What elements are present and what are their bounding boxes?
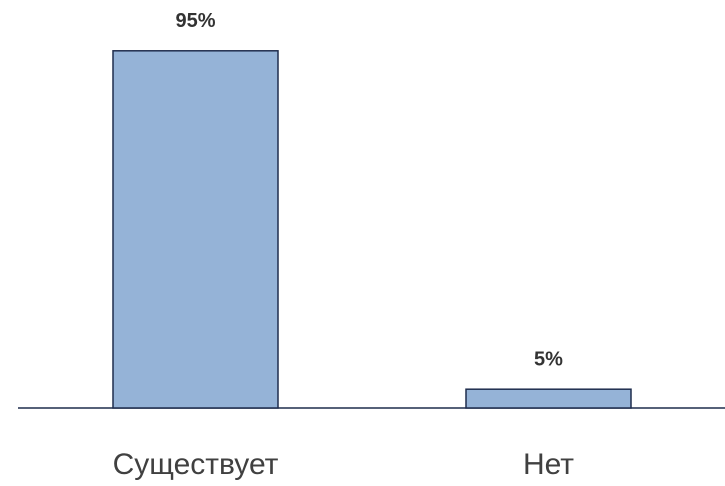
x-tick-label: Нет xyxy=(523,448,574,481)
x-tick-label: Существует xyxy=(113,448,279,481)
value-label: 95% xyxy=(175,10,215,32)
bar xyxy=(465,388,632,409)
value-label: 5% xyxy=(534,348,563,370)
bar xyxy=(112,50,279,409)
